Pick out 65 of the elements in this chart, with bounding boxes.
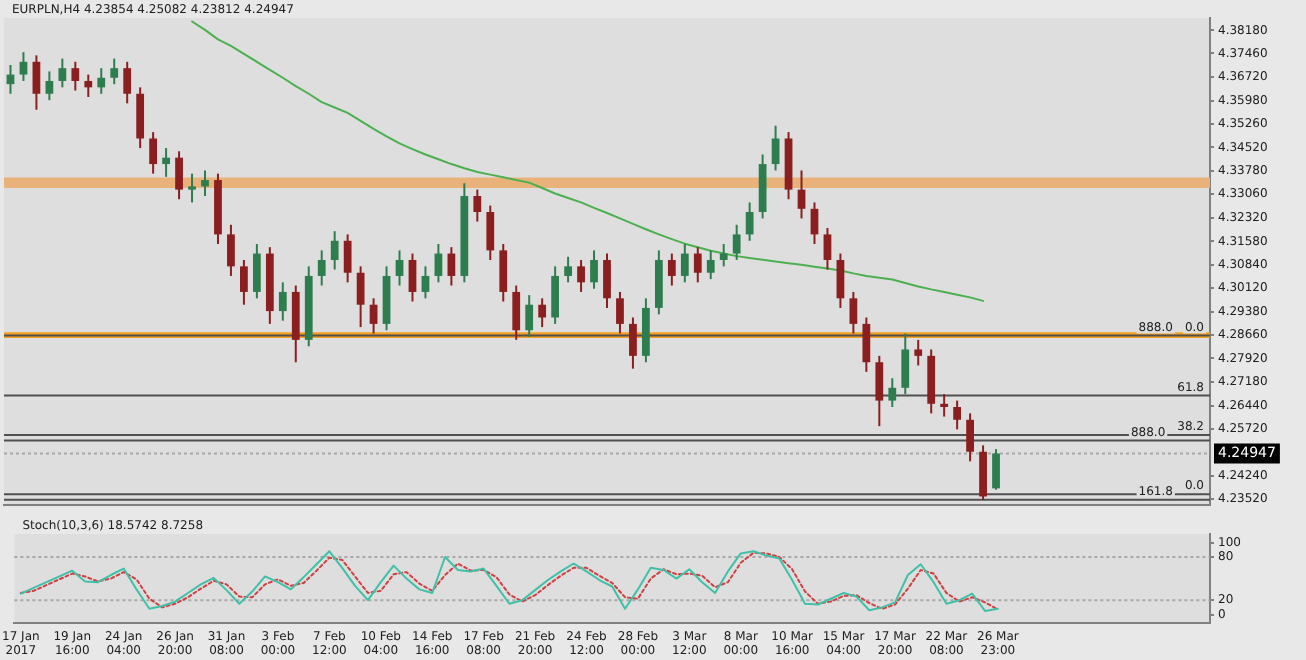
candlestick [19, 51, 28, 82]
candlestick [201, 169, 209, 198]
candlestick [940, 393, 949, 418]
candlestick [58, 57, 67, 89]
candlestick [914, 338, 923, 367]
candlestick [823, 227, 832, 271]
candlestick [888, 377, 897, 408]
candlestick [745, 201, 754, 242]
candlestick [667, 252, 676, 287]
candlestick [706, 249, 715, 281]
candlestick [719, 242, 728, 268]
candlestick [110, 57, 119, 86]
candlestick [901, 332, 910, 396]
candlestick [512, 284, 521, 341]
candlestick [278, 281, 287, 322]
candlestick [577, 258, 585, 293]
candlestick [330, 230, 339, 271]
candlestick [603, 252, 611, 309]
candlestick [642, 297, 650, 364]
candlestick [564, 255, 572, 284]
candlestick [136, 86, 145, 150]
candlestick [654, 249, 663, 316]
candlestick [927, 348, 936, 415]
candlestick [849, 290, 858, 335]
candlestick [758, 153, 767, 220]
candlestick [317, 249, 326, 287]
candlestick [551, 265, 560, 325]
candlestick [395, 249, 404, 287]
candlestick [188, 172, 196, 204]
candlestick [590, 249, 598, 290]
candlestick [680, 242, 689, 284]
candlestick [966, 412, 974, 463]
candlestick [175, 150, 183, 201]
candlestick [408, 252, 417, 303]
candlestick [992, 448, 1000, 491]
candlestick [486, 204, 495, 261]
candlestick [447, 246, 456, 287]
candlestick [499, 242, 508, 303]
candlestick [693, 246, 702, 284]
candlestick [252, 242, 261, 300]
candlestick [382, 265, 391, 332]
candlestick [979, 444, 987, 501]
candlestick [162, 147, 170, 178]
candlestick [875, 354, 884, 428]
candlestick [149, 131, 158, 175]
candlestick [343, 233, 352, 284]
candlestick [84, 73, 93, 98]
candlestick [629, 316, 637, 370]
candlestick [732, 223, 741, 261]
candlestick [97, 67, 106, 95]
candlestick [227, 223, 235, 277]
candlestick [953, 399, 962, 431]
candlestick [45, 70, 54, 102]
candlestick [123, 60, 132, 105]
candlestick [71, 60, 80, 92]
candlestick [240, 258, 248, 306]
candlestick [356, 265, 365, 329]
candlestick [473, 188, 482, 223]
candlestick [538, 297, 547, 329]
candlestick [616, 290, 624, 335]
candlestick [291, 284, 300, 364]
candlestick [862, 316, 871, 373]
candlestick [421, 265, 430, 300]
candlestick [525, 294, 534, 338]
candlestick [32, 54, 41, 111]
